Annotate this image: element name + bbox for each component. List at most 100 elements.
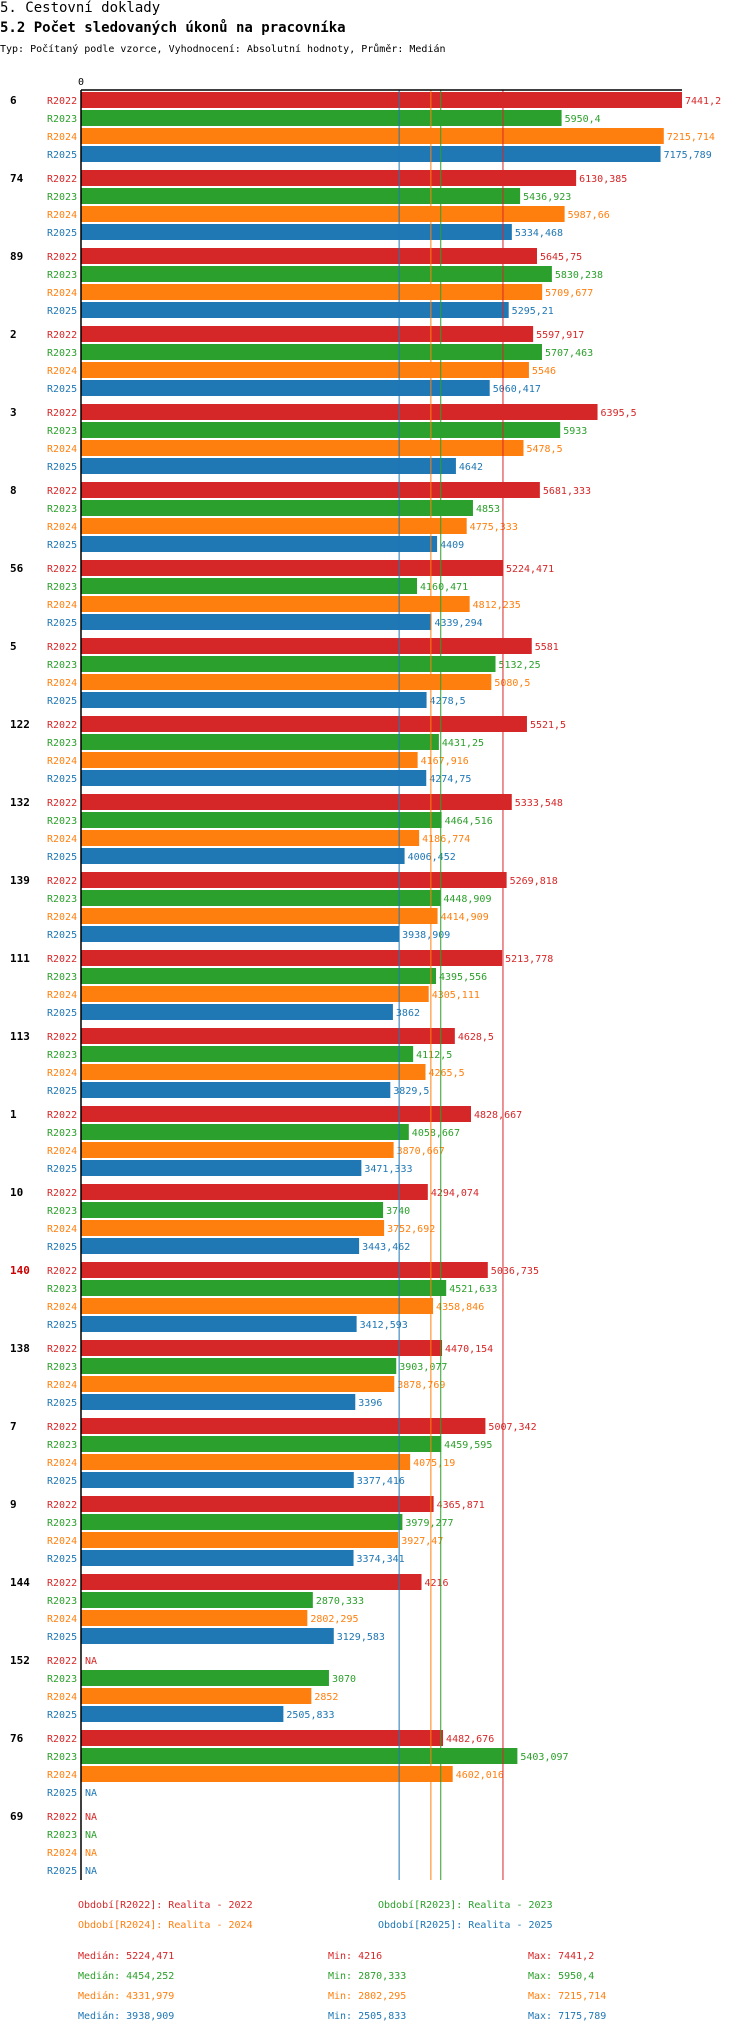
bar-r2025-113 xyxy=(81,1082,391,1098)
bar-value-label: 4775,333 xyxy=(470,522,518,533)
bar-value-label: 5521,5 xyxy=(530,720,566,731)
series-label: R2024 xyxy=(47,1692,77,1703)
bar-value-label: 5597,917 xyxy=(536,330,584,341)
bar-value-label: 3938,909 xyxy=(402,930,450,941)
bar-value-na: NA xyxy=(85,1830,97,1841)
bar-r2023-56 xyxy=(81,578,418,594)
series-label: R2024 xyxy=(47,912,77,923)
bar-r2022-56 xyxy=(81,560,503,576)
series-label: R2024 xyxy=(47,1770,77,1781)
bar-r2023-76 xyxy=(81,1748,518,1764)
bar-value-label: 4274,75 xyxy=(429,774,471,785)
bar-value-label: 4521,633 xyxy=(449,1284,497,1295)
bar-value-label: 4006,452 xyxy=(408,852,456,863)
stat-min-r2023: Min: 2870,333 xyxy=(328,1971,407,1982)
series-label: R2022 xyxy=(47,642,77,653)
series-label: R2022 xyxy=(47,1032,77,1043)
bar-value-label: 3443,462 xyxy=(362,1242,410,1253)
series-label: R2024 xyxy=(47,444,77,455)
bar-r2024-139 xyxy=(81,908,438,924)
bar-r2024-140 xyxy=(81,1298,434,1314)
bar-r2024-152 xyxy=(81,1688,312,1704)
bar-r2025-10 xyxy=(81,1238,360,1254)
bar-value-label: 6395,5 xyxy=(601,408,637,419)
bar-chart: 0 6 R2022 7441,2 R2023 5950,4 R2024 7215,714 R20… xyxy=(10,77,721,1880)
series-label: R2025 xyxy=(47,696,77,707)
group-label-2: 2 xyxy=(10,328,17,341)
bar-value-label: 5933 xyxy=(563,426,587,437)
group-label-139: 139 xyxy=(10,874,30,887)
series-label: R2025 xyxy=(47,1086,77,1097)
bar-r2024-144 xyxy=(81,1610,308,1626)
series-label: R2022 xyxy=(47,486,77,497)
bar-value-na: NA xyxy=(85,1866,97,1877)
bar-value-label: 5681,333 xyxy=(543,486,591,497)
group-label-5: 5 xyxy=(10,640,17,653)
bar-r2023-8 xyxy=(81,500,473,516)
bar-value-label: 4602,016 xyxy=(456,1770,504,1781)
group-label-7: 7 xyxy=(10,1420,17,1433)
bar-value-label: 3412,593 xyxy=(360,1320,408,1331)
group-label-76: 76 xyxy=(10,1732,24,1745)
bar-value-label: 4265,5 xyxy=(429,1068,465,1079)
series-label: R2022 xyxy=(47,330,77,341)
series-label: R2022 xyxy=(47,1656,77,1667)
bar-r2023-122 xyxy=(81,734,439,750)
bar-r2024-5 xyxy=(81,674,492,690)
bar-value-label: 5213,778 xyxy=(505,954,553,965)
series-label: R2024 xyxy=(47,600,77,611)
series-label: R2022 xyxy=(47,1344,77,1355)
bar-value-na: NA xyxy=(85,1656,97,1667)
bar-value-label: 5403,097 xyxy=(520,1752,568,1763)
bar-r2023-6 xyxy=(81,110,562,126)
bar-value-label: 5645,75 xyxy=(540,252,582,263)
series-label: R2023 xyxy=(47,348,77,359)
bar-value-label: 5478,5 xyxy=(526,444,562,455)
bar-r2024-6 xyxy=(81,128,664,144)
stat-median-r2023: Medián: 4454,252 xyxy=(78,1971,175,1982)
bar-value-label: 4409 xyxy=(440,540,464,551)
bar-value-label: 3979,277 xyxy=(405,1518,453,1529)
bar-value-label: 4339,294 xyxy=(434,618,482,629)
bar-r2025-3 xyxy=(81,458,456,474)
series-label: R2025 xyxy=(47,774,77,785)
group-label-122: 122 xyxy=(10,718,30,731)
bar-r2025-139 xyxy=(81,926,400,942)
bar-r2022-139 xyxy=(81,872,507,888)
bar-r2022-113 xyxy=(81,1028,455,1044)
series-label: R2025 xyxy=(47,306,77,317)
bar-r2023-2 xyxy=(81,344,542,360)
series-label: R2024 xyxy=(47,210,77,221)
series-label: R2024 xyxy=(47,1380,77,1391)
stat-max-r2025: Max: 7175,789 xyxy=(528,2011,607,2022)
series-label: R2025 xyxy=(47,228,77,239)
bar-value-label: 5080,5 xyxy=(494,678,530,689)
bar-r2025-1 xyxy=(81,1160,362,1176)
bar-r2025-56 xyxy=(81,614,432,630)
series-label: R2024 xyxy=(47,1302,77,1313)
bar-value-label: 4305,111 xyxy=(432,990,480,1001)
series-label: R2025 xyxy=(47,462,77,473)
bar-value-label: 5707,463 xyxy=(545,348,593,359)
bar-r2023-5 xyxy=(81,656,496,672)
bar-r2025-2 xyxy=(81,380,490,396)
bar-value-label: 4642 xyxy=(459,462,483,473)
bar-value-label: 4186,774 xyxy=(422,834,470,845)
bar-r2022-2 xyxy=(81,326,534,342)
series-label: R2025 xyxy=(47,1476,77,1487)
bar-r2024-8 xyxy=(81,518,467,534)
series-label: R2025 xyxy=(47,150,77,161)
series-label: R2025 xyxy=(47,1242,77,1253)
series-label: R2023 xyxy=(47,270,77,281)
stat-max-r2023: Max: 5950,4 xyxy=(528,1971,595,1982)
series-label: R2025 xyxy=(47,1008,77,1019)
bar-value-label: 4628,5 xyxy=(458,1032,494,1043)
series-label: R2024 xyxy=(47,366,77,377)
series-label: R2023 xyxy=(47,1518,77,1529)
bar-value-label: 5269,818 xyxy=(510,876,558,887)
bar-value-label: 4112,5 xyxy=(416,1050,452,1061)
series-label: R2023 xyxy=(47,972,77,983)
bar-r2022-1 xyxy=(81,1106,471,1122)
bar-r2024-89 xyxy=(81,284,543,300)
bar-value-na: NA xyxy=(85,1848,97,1859)
